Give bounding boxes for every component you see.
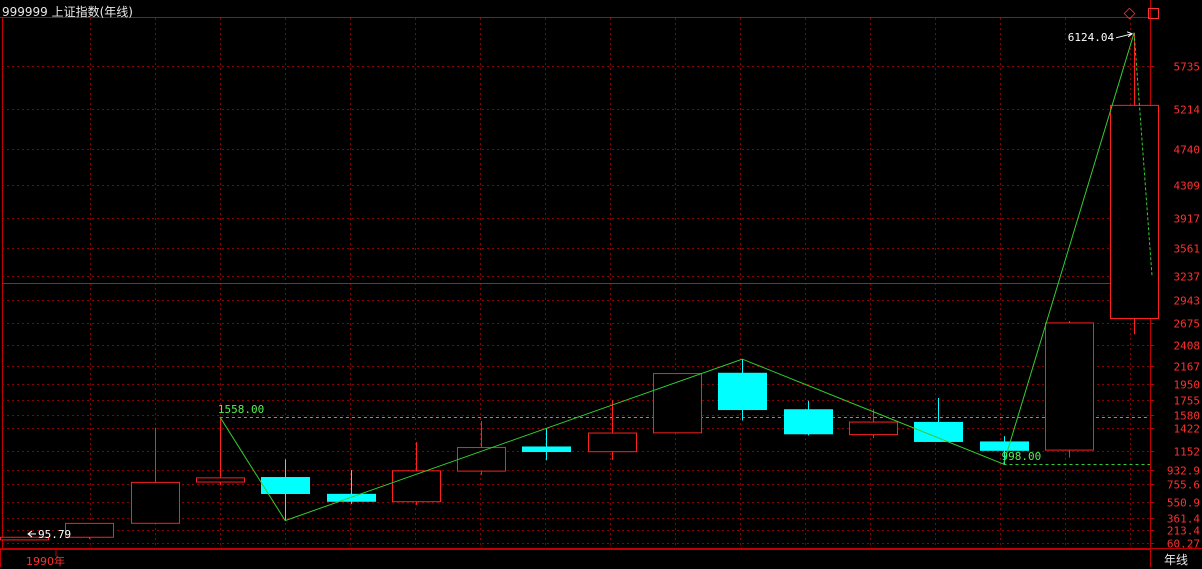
low-arrow-head-icon — [27, 530, 33, 538]
candle — [718, 359, 767, 421]
y-tick-label: 3917 — [1174, 213, 1201, 226]
candle-body — [653, 373, 702, 434]
candle-body — [196, 477, 245, 483]
x-axis-start-label: 1990年 — [26, 555, 65, 568]
x-axis-band — [0, 549, 1151, 567]
y-tick-label: 4309 — [1174, 180, 1201, 193]
y-tick-label: 60.27 — [1167, 538, 1200, 551]
y-tick-label: 2167 — [1174, 361, 1201, 374]
zigzag-line — [219, 32, 1135, 522]
y-tick-label: 1152 — [1174, 446, 1201, 459]
candle-body — [588, 432, 637, 453]
candle — [914, 398, 963, 443]
chart-title: 999999 上证指数(年线) — [2, 5, 133, 19]
y-tick-label: 2675 — [1174, 318, 1201, 331]
candle — [196, 416, 245, 485]
candle — [327, 470, 376, 504]
candle-body — [522, 446, 571, 453]
window-buttons — [1123, 4, 1162, 23]
candle-body — [784, 409, 833, 435]
candle — [849, 409, 898, 439]
candle-body — [718, 372, 767, 411]
candle-body — [914, 421, 963, 442]
candle — [784, 400, 833, 436]
price-annotation: 1558.00 — [218, 403, 264, 416]
diamond-icon[interactable] — [1123, 7, 1136, 20]
y-tick-label: 1422 — [1174, 423, 1201, 436]
y-tick-label: 4740 — [1174, 144, 1201, 157]
restore-icon[interactable] — [1147, 8, 1159, 19]
y-tick-label: 3561 — [1174, 243, 1201, 256]
candle-body — [261, 477, 310, 494]
high-arrow-icon — [1115, 33, 1133, 39]
high-price-label: 6124.04 — [1068, 31, 1115, 44]
zigzag-line-projection — [1133, 32, 1153, 276]
candle-body — [131, 481, 180, 524]
candle — [65, 522, 114, 540]
candle-body — [327, 493, 376, 502]
candle — [392, 442, 441, 505]
candle — [522, 428, 571, 461]
y-tick-label: 1950 — [1174, 379, 1201, 392]
candle-body — [65, 522, 114, 538]
y-tick-label: 2943 — [1174, 295, 1201, 308]
high-arrow-head-icon — [1126, 31, 1134, 38]
candle-body — [1045, 322, 1094, 451]
candle-body — [849, 421, 898, 436]
y-tick-label: 213.4 — [1167, 525, 1200, 538]
candle — [261, 459, 310, 521]
y-tick-label: 755.6 — [1167, 479, 1200, 492]
y-tick-label: 2408 — [1174, 340, 1201, 353]
low-price-label: 95.79 — [38, 528, 71, 541]
y-tick-label: 3237 — [1174, 271, 1201, 284]
candle-body — [1110, 104, 1159, 319]
candle — [457, 420, 506, 475]
price-annotation: 998.00 — [1002, 450, 1042, 463]
candle — [1045, 320, 1094, 458]
y-tick-label: 361.4 — [1167, 513, 1200, 526]
y-tick-label: 932.9 — [1167, 465, 1200, 478]
y-tick-label: 1755 — [1174, 395, 1201, 408]
candle — [1110, 32, 1159, 335]
y-tick-label: 5735 — [1174, 61, 1201, 74]
period-label[interactable]: 年线 — [1163, 553, 1188, 567]
candle — [0, 536, 49, 541]
candle — [653, 373, 702, 434]
candle — [588, 400, 637, 460]
y-tick-label: 550.9 — [1167, 497, 1200, 510]
candle — [131, 427, 180, 524]
candle-body — [0, 536, 49, 541]
candle-body — [392, 470, 441, 503]
candle-body — [980, 441, 1029, 451]
y-tick-label: 5214 — [1174, 104, 1201, 117]
y-tick-label: 1580 — [1174, 410, 1201, 423]
